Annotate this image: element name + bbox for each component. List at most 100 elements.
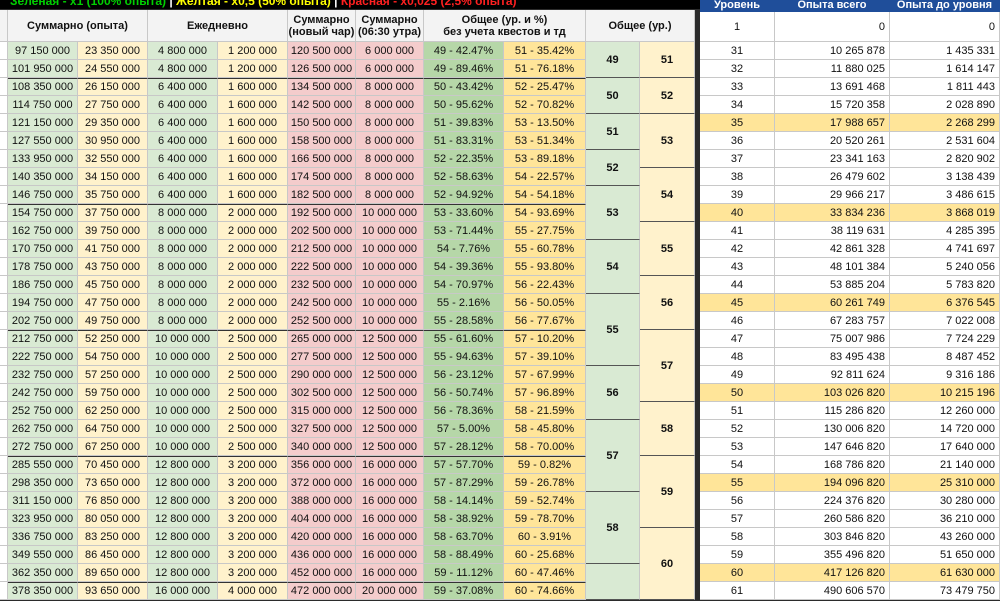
cell: 420 000 000 (288, 528, 356, 546)
cell: 83 250 000 (78, 528, 148, 546)
cell: 10 000 000 (356, 222, 424, 240)
cell: 1 614 147 (890, 60, 1000, 78)
cell: 92 811 624 (775, 366, 890, 384)
cell: 182 500 000 (288, 186, 356, 204)
cell: 57 - 87.29% (424, 474, 504, 492)
cell: 58 - 38.92% (424, 510, 504, 528)
cell: 43 260 000 (890, 528, 1000, 546)
cell: 2 500 000 (218, 438, 288, 456)
cell: 404 000 000 (288, 510, 356, 528)
cell: 55 - 60.78% (504, 240, 586, 258)
cell: 3 200 000 (218, 456, 288, 474)
cell: 327 500 000 (288, 420, 356, 438)
cell: 52 (700, 420, 775, 438)
cell: 388 000 000 (288, 492, 356, 510)
cell: 2 531 604 (890, 132, 1000, 150)
cell: 103 026 820 (775, 384, 890, 402)
level-cell: 58 (586, 492, 640, 564)
cell: 58 (700, 528, 775, 546)
column-header: Суммарно (06:30 утра) (356, 10, 424, 42)
cell: 16 000 000 (148, 582, 218, 600)
cell: 16 000 000 (356, 492, 424, 510)
cell: 2 000 000 (218, 276, 288, 294)
cell: 57 - 5.00% (424, 420, 504, 438)
cell: 115 286 820 (775, 402, 890, 420)
cell: 5 783 820 (890, 276, 1000, 294)
cell: 101 950 000 (8, 60, 78, 78)
cell: 57 - 10.20% (504, 330, 586, 348)
level-cell: 49 (586, 42, 640, 78)
cell: 37 750 000 (78, 204, 148, 222)
cell: 38 119 631 (775, 222, 890, 240)
cell: 0 (775, 12, 890, 42)
cell: 60 261 749 (775, 294, 890, 312)
cell: 6 400 000 (148, 168, 218, 186)
cell: 83 495 438 (775, 348, 890, 366)
legend-red: Красная - x0,025 (2,5% опыта) (340, 0, 517, 8)
cell: 10 265 878 (775, 42, 890, 60)
cell: 10 000 000 (148, 420, 218, 438)
cell: 7 022 008 (890, 312, 1000, 330)
cell: 34 150 000 (78, 168, 148, 186)
cell: 168 786 820 (775, 456, 890, 474)
cell: 356 000 000 (288, 456, 356, 474)
cell: 8 000 000 (356, 114, 424, 132)
cell: 174 500 000 (288, 168, 356, 186)
cell: 8 000 000 (356, 168, 424, 186)
cell: 349 550 000 (8, 546, 78, 564)
cell: 290 000 000 (288, 366, 356, 384)
cell: 472 000 000 (288, 582, 356, 600)
cell: 56 (700, 492, 775, 510)
row-stub (0, 456, 8, 474)
cell: 59 750 000 (78, 384, 148, 402)
level-cell: 51 (586, 114, 640, 150)
cell: 58 - 21.59% (504, 402, 586, 420)
cell: 5 240 056 (890, 258, 1000, 276)
cell: 35 (700, 114, 775, 132)
cell: 6 400 000 (148, 96, 218, 114)
cell: 56 - 50.05% (504, 294, 586, 312)
cell: 8 000 000 (356, 150, 424, 168)
cell: 178 750 000 (8, 258, 78, 276)
cell: 2 000 000 (218, 240, 288, 258)
row-stub (0, 348, 8, 366)
cell: 252 750 000 (8, 402, 78, 420)
cell: 12 800 000 (148, 564, 218, 582)
cell: 93 650 000 (78, 582, 148, 600)
cell: 59 - 11.12% (424, 564, 504, 582)
cell: 6 000 000 (356, 42, 424, 60)
cell: 6 000 000 (356, 60, 424, 78)
cell: 27 750 000 (78, 96, 148, 114)
cell: 56 - 50.74% (424, 384, 504, 402)
header-line: Ежедневно (187, 19, 248, 32)
cell: 127 550 000 (8, 132, 78, 150)
cell: 6 400 000 (148, 78, 218, 96)
row-stub (0, 132, 8, 150)
cell: 42 (700, 240, 775, 258)
cell: 42 861 328 (775, 240, 890, 258)
header-line: Суммарно (293, 13, 350, 26)
level-cell: 57 (586, 420, 640, 492)
cell: 8 000 000 (356, 78, 424, 96)
cell: 16 000 000 (356, 456, 424, 474)
cell: 53 - 13.50% (504, 114, 586, 132)
header-line: (06:30 утра) (358, 25, 421, 38)
row-stub (0, 492, 8, 510)
cell: 36 210 000 (890, 510, 1000, 528)
column-header: Опыта всего (775, 0, 890, 12)
cell: 2 500 000 (218, 366, 288, 384)
cell: 52 - 58.63% (424, 168, 504, 186)
row-stub (0, 258, 8, 276)
cell: 6 400 000 (148, 150, 218, 168)
row-stub (0, 204, 8, 222)
cell: 36 (700, 132, 775, 150)
cell: 8 000 000 (148, 312, 218, 330)
cell: 6 400 000 (148, 114, 218, 132)
cell: 265 000 000 (288, 330, 356, 348)
level-cell: 57 (640, 330, 695, 402)
cell: 45 750 000 (78, 276, 148, 294)
cell: 55 - 2.16% (424, 294, 504, 312)
cell: 2 000 000 (218, 258, 288, 276)
cell: 186 750 000 (8, 276, 78, 294)
cell: 10 000 000 (356, 204, 424, 222)
